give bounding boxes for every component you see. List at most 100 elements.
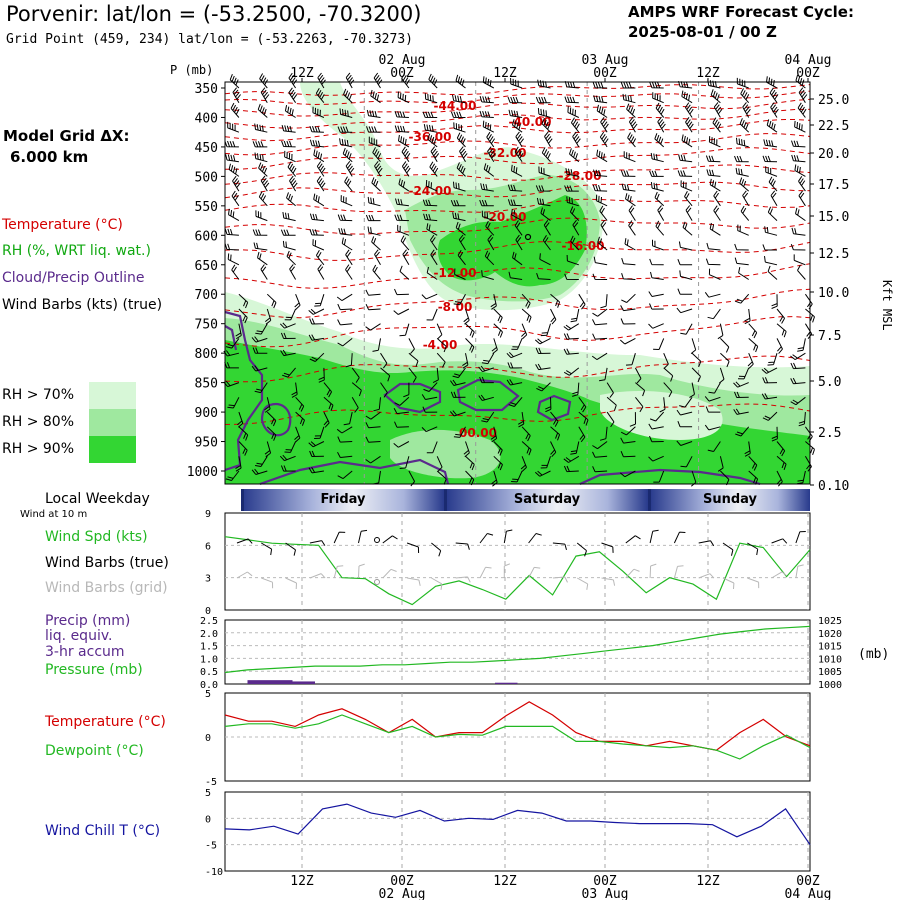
wind-barb <box>679 270 693 280</box>
legend-rh70-label: RH > 70% <box>2 387 75 403</box>
legend-cloud-outline: Cloud/Precip Outline <box>2 270 145 286</box>
wind-barb <box>238 426 249 441</box>
cloud-outline <box>224 310 264 472</box>
temperature-contour <box>224 98 811 117</box>
wind-barb <box>550 308 557 325</box>
wind-barb <box>423 382 438 392</box>
surface-wind-barb <box>406 542 420 554</box>
pressure-unit-label: (mb) <box>858 647 889 662</box>
grid-wind-barb <box>236 571 253 579</box>
wind-barb <box>748 323 758 339</box>
wind-barb <box>436 323 443 340</box>
top-date-label: 04 Aug <box>785 53 832 68</box>
wind-barb <box>227 253 240 266</box>
wind-barb <box>380 367 391 382</box>
grid-wind-barb <box>698 573 715 579</box>
surface-wind-barb <box>236 538 253 544</box>
height-axis-title: Kft MSL <box>880 280 894 331</box>
wind-barb <box>707 308 721 320</box>
precip-bar <box>495 682 518 684</box>
temperature-contour <box>224 164 811 185</box>
wind-barb <box>567 106 580 118</box>
wind-barb <box>372 338 381 352</box>
wind-chill-tick-label: 0 <box>205 814 211 825</box>
wind-barb <box>260 175 270 192</box>
wind-barb <box>399 323 410 337</box>
wind-barb <box>620 170 636 177</box>
legend-rh70-swatch <box>89 382 136 409</box>
wind-barb <box>600 219 608 236</box>
wind-barb <box>570 235 580 251</box>
wind-barb <box>621 257 636 266</box>
wind-barb <box>351 382 362 397</box>
wind-barb <box>224 228 239 236</box>
wind-barb <box>490 426 498 443</box>
legend-rh80-swatch <box>89 409 136 436</box>
temperature-contour <box>224 108 811 129</box>
wind-barb <box>704 396 721 402</box>
wind-barb <box>372 147 382 163</box>
rh80-pocket <box>390 429 501 479</box>
wind-barb <box>394 111 409 118</box>
wind-barb <box>735 167 749 177</box>
wind-barb <box>536 382 551 392</box>
wind-barb <box>258 191 268 207</box>
wind-chill-tick-label: -10 <box>205 867 223 878</box>
wind-barb <box>682 221 693 236</box>
wind-barb <box>367 226 381 236</box>
wind-barb <box>535 185 551 192</box>
top-date-label: 03 Aug <box>582 53 629 68</box>
legend-rh90-label: RH > 90% <box>2 441 75 457</box>
height-tick-label: 20.0 <box>818 147 849 162</box>
wind-barb <box>351 397 359 413</box>
wind-barb <box>365 436 381 443</box>
temperature-contour <box>225 147 811 170</box>
wind-barb <box>238 308 248 324</box>
wind-barb <box>709 222 721 236</box>
panel-frame <box>224 512 811 611</box>
bottom-time-label: 00Z <box>796 874 820 889</box>
wind-barb <box>254 382 268 394</box>
surface-wind-barb <box>552 542 567 551</box>
wind-barb <box>620 82 636 89</box>
wind-barb <box>744 308 751 325</box>
temperature-contour <box>224 241 811 261</box>
wind-barb <box>398 134 410 148</box>
pressure-tick-label: 850 <box>195 377 218 392</box>
wind-barb <box>337 319 353 326</box>
wind-barb <box>649 411 665 422</box>
wind-barb <box>337 126 353 133</box>
wind-barb <box>652 239 664 251</box>
wind-barb <box>224 140 239 148</box>
wind-barb <box>600 294 608 309</box>
legend-temperature: Temperature (°C) <box>2 217 123 233</box>
wind-barb <box>762 155 778 163</box>
wind-barb <box>225 470 240 481</box>
wind-barb <box>717 456 724 472</box>
wind-barb <box>657 205 665 221</box>
wind-barb <box>569 148 580 163</box>
wind-barb <box>465 338 475 353</box>
wind-barb <box>426 223 438 236</box>
wind-barb <box>508 396 523 407</box>
temperature-contour <box>224 217 811 235</box>
pressure-tick-label-panel: 1000 <box>818 680 842 691</box>
legend-rh80-label: RH > 80% <box>2 414 75 430</box>
wind-barb <box>365 422 381 429</box>
wind-barb <box>336 426 353 434</box>
wind-barb <box>458 234 466 251</box>
wind-barb <box>599 426 608 441</box>
temperature-contour <box>224 181 811 199</box>
wind-barb <box>625 193 636 207</box>
pressure-tick-label: 400 <box>195 111 218 126</box>
temperature-contour <box>224 355 811 383</box>
top-time-label: 12Z <box>696 66 720 81</box>
wind-barb <box>620 426 636 436</box>
pressure-tick-label: 750 <box>195 318 218 333</box>
day-cell-saturday: Saturday <box>446 489 648 511</box>
wind-barb <box>596 104 608 118</box>
wind-barb <box>592 441 608 450</box>
wind-barb <box>308 441 325 448</box>
model-grid-label: Model Grid ΔX: <box>3 127 130 145</box>
wind-barb <box>252 141 268 148</box>
